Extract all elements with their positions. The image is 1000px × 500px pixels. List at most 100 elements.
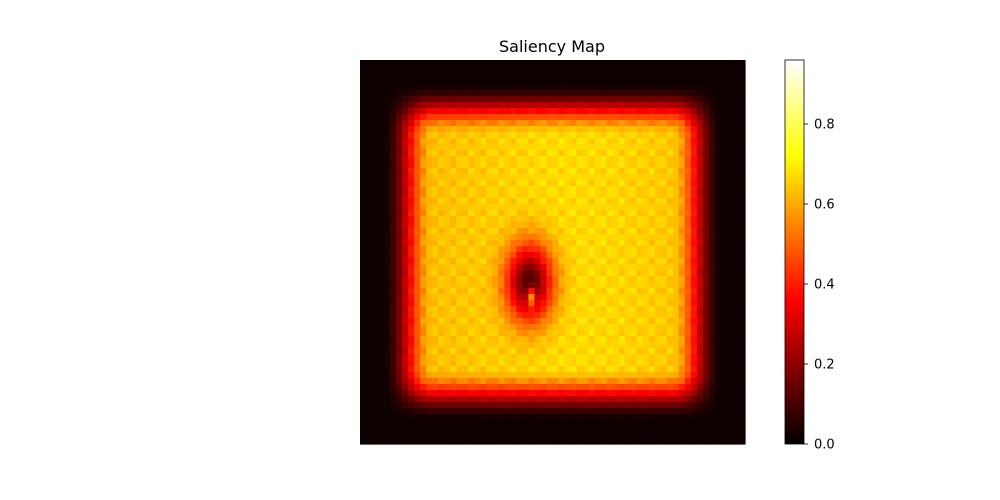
heatmap-cell	[366, 306, 373, 313]
heatmap-cell	[648, 234, 656, 241]
heatmap-cell	[366, 258, 373, 265]
heatmap-cell	[438, 330, 445, 337]
heatmap-cell	[678, 168, 686, 175]
heatmap-cell	[726, 384, 734, 391]
heatmap-cell	[696, 198, 704, 205]
heatmap-cell	[648, 222, 656, 229]
heatmap-cell	[606, 234, 614, 241]
heatmap-cell	[546, 114, 554, 121]
heatmap-cell	[678, 306, 686, 313]
heatmap-cell	[642, 240, 650, 247]
heatmap-cell	[486, 288, 493, 295]
heatmap-cell	[432, 276, 439, 283]
heatmap-cell	[570, 342, 578, 349]
heatmap-cell	[720, 90, 728, 97]
heatmap-cell	[504, 330, 511, 337]
heatmap-cell	[438, 204, 445, 211]
heatmap-cell	[678, 336, 686, 343]
heatmap-cell	[462, 264, 469, 271]
heatmap-cell	[516, 288, 524, 295]
heatmap-cell	[510, 180, 518, 187]
heatmap-cell	[642, 396, 650, 403]
heatmap-cell	[510, 192, 518, 199]
heatmap-cell	[612, 342, 620, 349]
heatmap-cell	[654, 372, 662, 379]
heatmap-cell	[552, 432, 560, 439]
heatmap-cell	[714, 216, 722, 223]
heatmap-cell	[612, 120, 620, 127]
heatmap-cell	[420, 72, 427, 79]
heatmap-cell	[738, 354, 746, 361]
heatmap-cell	[414, 240, 421, 247]
heatmap-cell	[612, 432, 620, 439]
heatmap-cell	[426, 78, 433, 85]
heatmap-cell	[504, 60, 511, 67]
heatmap-cell	[402, 96, 409, 103]
heatmap-cell	[510, 150, 518, 157]
heatmap-cell	[594, 120, 602, 127]
heatmap-cell	[630, 72, 638, 79]
heatmap-cell	[414, 420, 421, 427]
heatmap-cell	[516, 126, 524, 133]
heatmap-cell	[378, 66, 385, 73]
heatmap-cell	[594, 312, 602, 319]
heatmap-cell	[576, 396, 584, 403]
heatmap-cell	[546, 138, 554, 145]
heatmap-cell	[450, 108, 457, 115]
heatmap-cell	[738, 414, 746, 421]
heatmap-cell	[534, 324, 542, 331]
heatmap-cell	[714, 348, 722, 355]
heatmap-cell	[654, 192, 662, 199]
heatmap-cell	[522, 138, 530, 145]
heatmap-cell	[600, 360, 608, 367]
heatmap-cell	[378, 132, 385, 139]
heatmap-cell	[684, 426, 692, 433]
heatmap-cell	[486, 432, 493, 439]
heatmap-cell	[612, 84, 620, 91]
heatmap-cell	[402, 402, 409, 409]
heatmap-cell	[378, 222, 385, 229]
heatmap-cell	[582, 234, 590, 241]
heatmap-cell	[420, 186, 427, 193]
heatmap-cell	[534, 162, 542, 169]
heatmap-cell	[570, 132, 578, 139]
heatmap-cell	[492, 156, 499, 163]
heatmap-cell	[540, 330, 548, 337]
heatmap-cell	[672, 108, 680, 115]
heatmap-cell	[402, 432, 409, 439]
heatmap-cell	[510, 414, 518, 421]
heatmap-cell	[654, 60, 662, 67]
heatmap-cell	[474, 78, 481, 85]
heatmap-cell	[492, 114, 499, 121]
heatmap-cell	[534, 66, 542, 73]
heatmap-cell	[492, 420, 499, 427]
heatmap-cell	[360, 210, 367, 217]
heatmap-cell	[438, 288, 445, 295]
heatmap-cell	[546, 72, 554, 79]
heatmap-cell	[738, 318, 746, 325]
heatmap-cell	[582, 300, 590, 307]
heatmap-cell	[528, 156, 536, 163]
heatmap-cell	[732, 126, 740, 133]
heatmap-cell	[558, 156, 566, 163]
heatmap-cell	[648, 138, 656, 145]
heatmap-cell	[456, 324, 463, 331]
heatmap-cell	[402, 156, 409, 163]
heatmap-cell	[696, 66, 704, 73]
heatmap-cell	[570, 318, 578, 325]
heatmap-cell	[498, 150, 505, 157]
heatmap-cell	[528, 204, 536, 211]
heatmap-cell	[546, 66, 554, 73]
heatmap-cell	[666, 114, 674, 121]
heatmap-cell	[594, 384, 602, 391]
heatmap-cell	[720, 264, 728, 271]
heatmap-cell	[504, 150, 511, 157]
heatmap-cell	[732, 294, 740, 301]
heatmap-cell	[594, 378, 602, 385]
heatmap-cell	[480, 78, 487, 85]
heatmap-cell	[708, 306, 716, 313]
heatmap-cell	[414, 72, 421, 79]
heatmap-cell	[552, 246, 560, 253]
heatmap-cell	[402, 234, 409, 241]
heatmap-cell	[432, 150, 439, 157]
